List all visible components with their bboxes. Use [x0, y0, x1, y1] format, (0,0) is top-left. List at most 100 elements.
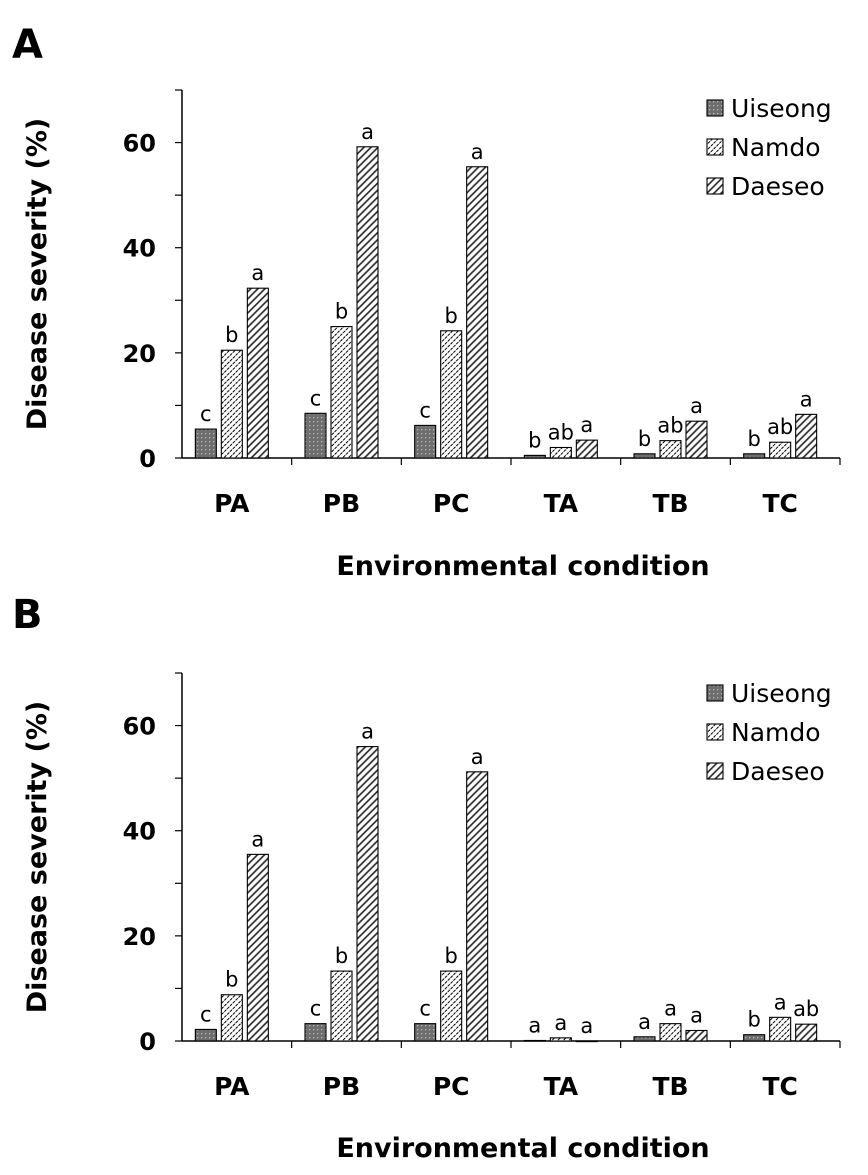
y-axis-title: Disease severity (%) [22, 118, 53, 431]
legend: Uiseong Namdo Daeseo [706, 94, 832, 201]
legend: Uiseong Namdo Daeseo [706, 679, 832, 786]
bar-uiseong [743, 453, 766, 459]
significance-label: b [335, 944, 348, 968]
x-tick-label: TA [544, 1072, 579, 1101]
bar-namdo [769, 1016, 792, 1042]
significance-label: a [251, 261, 264, 285]
significance-label: a [528, 1013, 541, 1037]
x-axis-title: Environmental condition [336, 551, 709, 582]
bar-namdo [549, 1037, 572, 1042]
chart-panel-a: A 0 20 40 60 Disease severity (%) PA c b a PB c b a PC… [12, 22, 841, 582]
significance-label: a [251, 827, 264, 851]
bar-daeseo [246, 287, 269, 459]
significance-label: a [471, 140, 484, 164]
significance-label: ab [793, 997, 819, 1021]
legend-swatch-daeseo [706, 177, 724, 195]
bar-daeseo [575, 439, 598, 459]
y-tick-label: 40 [123, 818, 156, 846]
significance-label: c [419, 398, 431, 422]
bar-namdo [330, 326, 353, 459]
legend-label: Namdo [731, 718, 821, 747]
bar-daeseo [575, 1040, 598, 1043]
y-tick-label: 20 [123, 923, 156, 951]
x-tick-label: PC [433, 1072, 470, 1101]
y-tick-label: 20 [123, 340, 156, 368]
bar-uiseong [414, 1023, 437, 1042]
significance-label: c [200, 402, 212, 426]
significance-label: ab [657, 414, 683, 438]
significance-label: a [580, 1014, 593, 1038]
x-tick-label: PB [323, 489, 360, 518]
significance-label: c [419, 997, 431, 1021]
significance-label: b [444, 304, 457, 328]
legend-label: Uiseong [731, 94, 832, 123]
bar-daeseo [795, 413, 818, 459]
bar-daeseo [466, 166, 489, 459]
bar-uiseong [523, 454, 546, 459]
bar-daeseo [356, 146, 379, 459]
legend-swatch-uiseong [706, 684, 724, 702]
y-tick-label: 60 [123, 130, 156, 158]
significance-label: a [580, 413, 593, 437]
bar-daeseo [246, 853, 269, 1042]
significance-label: a [664, 997, 677, 1021]
x-tick-label: PA [214, 489, 250, 518]
significance-label: a [774, 990, 787, 1014]
significance-label: c [310, 997, 322, 1021]
bar-daeseo [356, 746, 379, 1042]
legend-swatch-namdo [706, 138, 724, 156]
bar-uiseong [304, 1023, 327, 1042]
significance-label: ab [548, 420, 574, 444]
bar-namdo [440, 330, 463, 459]
legend-swatch-daeseo [706, 762, 724, 780]
significance-label: c [310, 386, 322, 410]
x-tick-label: PB [323, 1072, 360, 1101]
bar-namdo [440, 970, 463, 1042]
legend-label: Daeseo [731, 757, 825, 786]
significance-label: b [747, 1008, 760, 1032]
significance-label: a [471, 745, 484, 769]
significance-label: a [690, 1003, 703, 1027]
panel-letter: B [12, 592, 43, 638]
y-axis-title: Disease severity (%) [22, 701, 53, 1014]
bar-uiseong [414, 424, 437, 459]
bar-daeseo [466, 771, 489, 1042]
significance-label: c [200, 1002, 212, 1026]
bar-uiseong [523, 1039, 546, 1042]
y-tick-label: 40 [123, 235, 156, 263]
y-tick-label: 0 [139, 445, 156, 473]
bar-uiseong [304, 412, 327, 459]
x-axis-title: Environmental condition [336, 1133, 709, 1164]
y-tick-label: 0 [139, 1028, 156, 1056]
significance-label: a [361, 720, 374, 744]
x-tick-label: TA [544, 489, 579, 518]
significance-label: a [800, 387, 813, 411]
x-tick-label: TC [762, 489, 797, 518]
x-tick-label: TB [652, 489, 688, 518]
bar-namdo [659, 440, 682, 459]
significance-label: b [444, 944, 457, 968]
significance-label: b [335, 300, 348, 324]
significance-label: a [554, 1011, 567, 1035]
significance-label: b [528, 428, 541, 452]
significance-label: a [638, 1010, 651, 1034]
bar-namdo [220, 994, 243, 1042]
significance-label: b [747, 427, 760, 451]
bar-namdo [549, 446, 572, 459]
bar-namdo [769, 441, 792, 459]
legend-swatch-namdo [706, 723, 724, 741]
legend-label: Daeseo [731, 172, 825, 201]
legend-swatch-uiseong [706, 99, 724, 117]
x-tick-label: PA [214, 1072, 250, 1101]
panel-letter: A [12, 22, 43, 68]
x-tick-label: PC [433, 489, 470, 518]
y-tick-label: 60 [123, 713, 156, 741]
significance-label: a [361, 120, 374, 144]
bar-namdo [659, 1023, 682, 1042]
significance-label: a [690, 394, 703, 418]
legend-label: Namdo [731, 133, 821, 162]
significance-label: b [225, 323, 238, 347]
bar-uiseong [633, 1036, 656, 1042]
